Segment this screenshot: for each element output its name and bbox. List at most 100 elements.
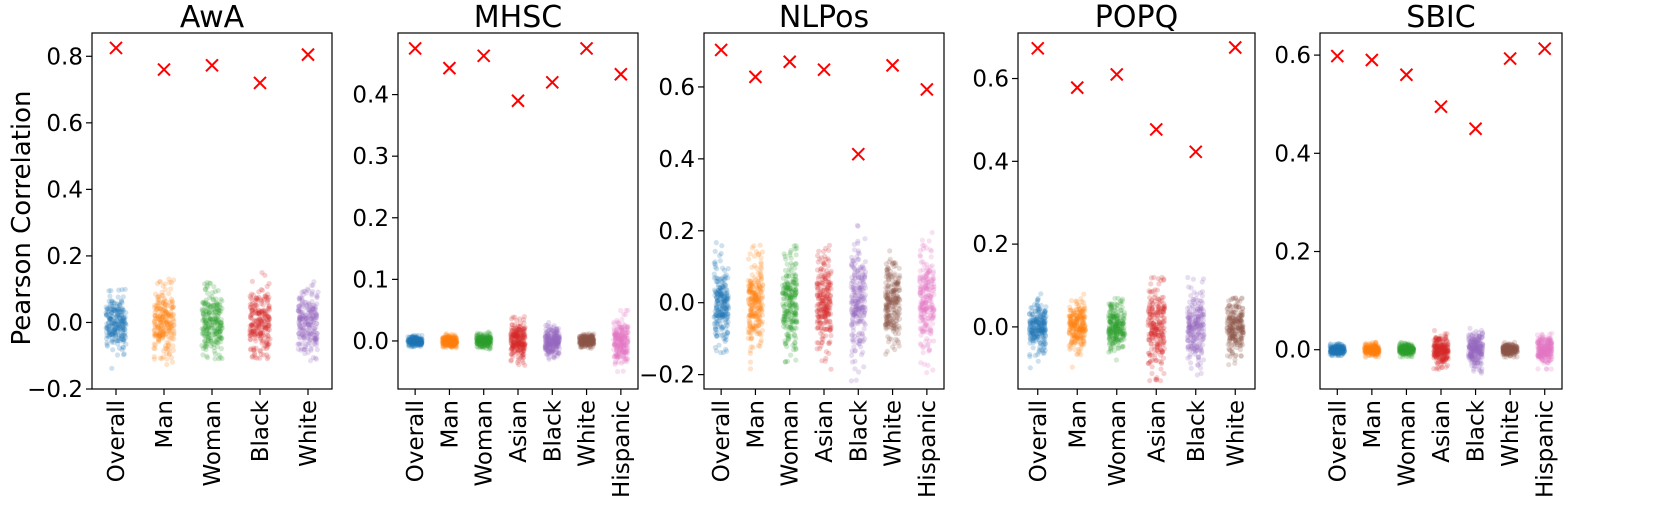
- data-point: [116, 306, 122, 312]
- data-point: [247, 332, 253, 338]
- data-point: [120, 328, 126, 334]
- data-point: [123, 322, 129, 328]
- data-point: [725, 311, 731, 317]
- data-point: [261, 324, 268, 330]
- data-point: [113, 317, 119, 324]
- data-point: [214, 320, 220, 326]
- points-asian: [508, 314, 528, 368]
- data-point: [249, 329, 256, 335]
- data-point: [156, 317, 162, 323]
- data-point: [314, 331, 320, 337]
- data-point: [210, 321, 216, 327]
- data-point: [825, 247, 832, 253]
- data-point: [201, 317, 207, 323]
- data-point: [167, 330, 173, 336]
- data-point: [852, 348, 858, 354]
- data-point: [258, 296, 264, 302]
- data-point: [619, 324, 625, 330]
- data-point: [749, 272, 755, 278]
- data-point: [158, 327, 164, 333]
- data-point: [263, 338, 269, 345]
- data-point: [200, 317, 206, 324]
- data-point: [208, 343, 214, 349]
- points-white: [576, 331, 597, 351]
- data-point: [261, 345, 267, 351]
- data-point: [164, 331, 170, 337]
- data-point: [1035, 358, 1041, 364]
- data-point: [758, 337, 764, 343]
- data-point: [266, 322, 272, 328]
- data-point: [579, 337, 585, 344]
- correlation-marker: [714, 43, 728, 57]
- subplot-title: NLPos: [779, 0, 869, 35]
- data-point: [116, 333, 122, 339]
- data-point: [862, 259, 869, 265]
- data-point: [156, 327, 163, 333]
- data-point: [249, 307, 255, 314]
- data-point: [308, 358, 314, 364]
- data-point: [114, 324, 120, 330]
- data-point: [155, 299, 161, 306]
- data-point: [158, 306, 164, 312]
- data-point: [162, 317, 168, 323]
- x-tick-label: Man: [743, 400, 769, 449]
- data-point: [161, 330, 167, 336]
- data-point: [520, 355, 526, 361]
- data-point: [161, 305, 167, 311]
- data-point: [253, 338, 259, 344]
- data-point: [723, 346, 729, 352]
- data-point: [256, 322, 262, 328]
- data-point: [165, 346, 171, 353]
- correlation-marker: [920, 82, 934, 97]
- data-point: [1038, 291, 1044, 297]
- data-point: [122, 326, 128, 332]
- data-point: [118, 298, 125, 304]
- data-point: [556, 346, 563, 352]
- data-point: [156, 334, 162, 340]
- data-point: [1038, 341, 1044, 347]
- data-point: [104, 312, 110, 318]
- data-point: [160, 313, 166, 320]
- data-point: [927, 247, 933, 253]
- data-point: [114, 352, 121, 358]
- data-point: [788, 352, 794, 358]
- data-point: [815, 285, 821, 291]
- data-point: [119, 324, 125, 330]
- data-point: [929, 229, 935, 236]
- data-point: [821, 326, 827, 332]
- data-point: [1081, 291, 1087, 297]
- data-point: [166, 291, 172, 297]
- data-point: [200, 327, 206, 333]
- data-point: [119, 311, 125, 317]
- data-point: [210, 332, 216, 338]
- data-point: [203, 309, 209, 315]
- data-point: [264, 345, 270, 352]
- data-point: [112, 330, 118, 336]
- data-point: [122, 330, 128, 336]
- data-point: [620, 368, 626, 374]
- data-point: [166, 325, 172, 331]
- data-point: [256, 317, 262, 323]
- data-point: [1067, 346, 1073, 352]
- data-point: [209, 316, 216, 322]
- data-point: [298, 315, 304, 321]
- data-point: [110, 336, 116, 343]
- data-point: [266, 305, 272, 311]
- data-point: [267, 307, 273, 313]
- data-point: [115, 341, 121, 347]
- data-point: [892, 322, 898, 328]
- data-point: [852, 366, 858, 372]
- data-point: [892, 281, 898, 287]
- data-point: [118, 312, 125, 318]
- data-point: [205, 338, 211, 344]
- data-point: [790, 342, 796, 348]
- data-point: [120, 337, 126, 343]
- data-point: [152, 313, 159, 319]
- data-point: [152, 305, 158, 311]
- data-point: [850, 332, 856, 338]
- data-point: [622, 355, 628, 362]
- data-point: [252, 303, 258, 309]
- data-point: [152, 331, 158, 337]
- data-point: [789, 303, 795, 309]
- data-point: [753, 328, 759, 334]
